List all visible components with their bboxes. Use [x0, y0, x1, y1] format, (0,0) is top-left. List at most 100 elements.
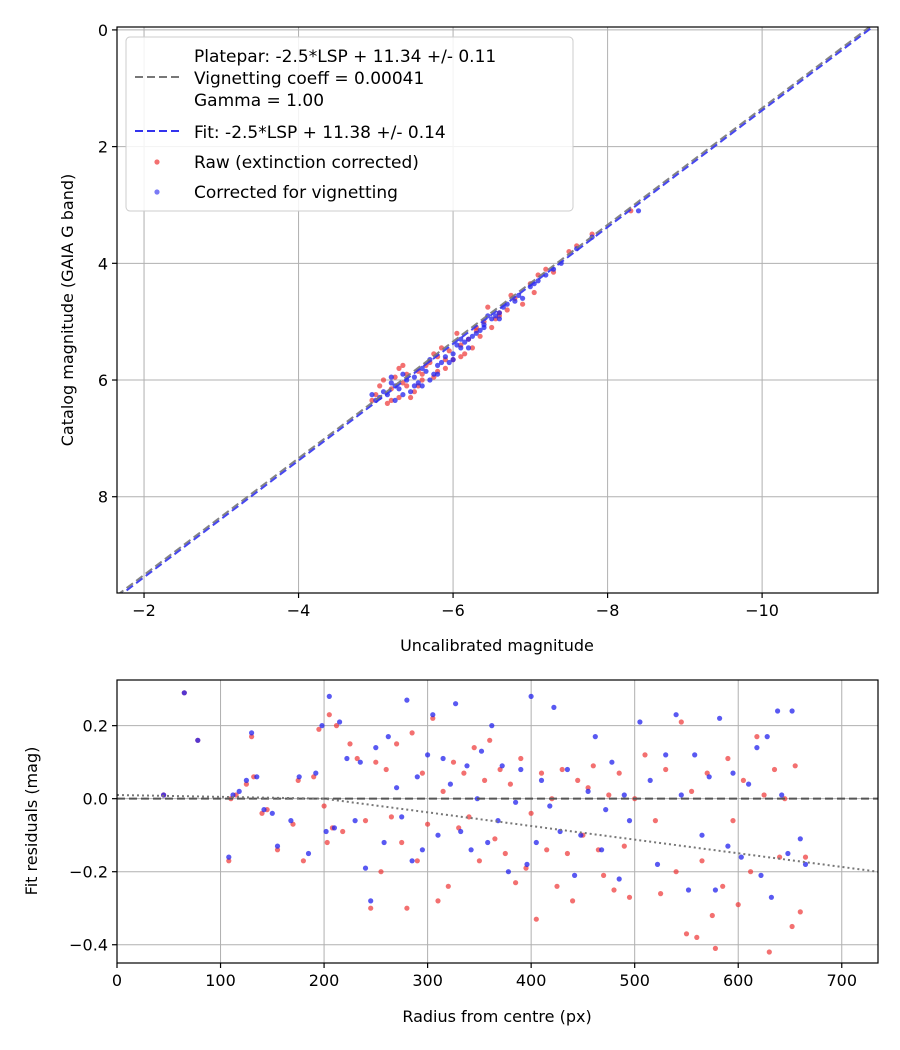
corrected-point [692, 752, 698, 758]
raw-point [601, 872, 607, 879]
corrected-point [592, 734, 598, 740]
raw-point [487, 737, 493, 743]
raw-point [642, 752, 648, 758]
corrected-point [431, 371, 437, 377]
raw-point [396, 394, 402, 401]
corrected-point [368, 898, 374, 904]
raw-point [476, 858, 482, 864]
raw-point [797, 909, 803, 915]
raw-point [507, 781, 513, 787]
x-tick-label: 0 [112, 971, 122, 990]
corrected-point [414, 774, 420, 780]
raw-point [518, 755, 524, 762]
raw-point [766, 949, 772, 955]
top-axes-frame [116, 26, 879, 594]
raw-point [316, 726, 322, 732]
corrected-point [626, 818, 633, 824]
bottom-x-axis-label: Radius from centre (px) [402, 1007, 591, 1026]
corrected-point [425, 752, 431, 758]
raw-point [378, 869, 384, 875]
corrected-point [496, 316, 502, 322]
corrected-point [450, 351, 456, 357]
corrected-point [513, 799, 519, 805]
raw-point [585, 785, 591, 791]
corrected-point [673, 712, 679, 718]
corrected-point [415, 380, 421, 386]
raw-point [392, 374, 398, 380]
x-tick-label: 400 [516, 971, 547, 990]
raw-point [469, 345, 475, 351]
raw-point [466, 814, 472, 820]
x-tick-label: 300 [412, 971, 443, 990]
y-tick-label: 4 [98, 254, 108, 273]
corrected-point [446, 359, 452, 366]
x-tick-label: 200 [309, 971, 340, 990]
raw-point [380, 377, 387, 383]
raw-point [324, 839, 330, 846]
raw-point [404, 383, 410, 389]
corrected-point [447, 781, 453, 787]
corrected-point [775, 708, 781, 714]
legend-box [125, 36, 574, 212]
raw-point [394, 741, 400, 747]
raw-point [683, 931, 690, 937]
raw-point [694, 934, 700, 941]
y-tick-label: 6 [98, 371, 108, 390]
raw-point [383, 766, 389, 773]
raw-point [384, 400, 390, 406]
raw-point [445, 883, 451, 889]
corrected-point [435, 832, 441, 838]
corrected-point [261, 807, 267, 813]
corrected-point [435, 362, 441, 368]
x-tick-label: 500 [619, 971, 650, 990]
corrected-point [572, 872, 578, 879]
raw-point [400, 362, 406, 368]
corrected-point [323, 828, 329, 835]
corrected-point [195, 737, 201, 743]
corrected-point [518, 766, 524, 773]
raw-point [543, 266, 549, 272]
raw-point [559, 766, 565, 773]
corrected-point [236, 788, 242, 795]
corrected-point [603, 807, 609, 813]
corrected-point [462, 339, 468, 345]
corrected-point [520, 295, 526, 301]
corrected-point [230, 792, 236, 798]
raw-point [321, 803, 327, 809]
legend-platepar-line-1: Platepar: -2.5*LSP + 11.34 +/- 0.11 [194, 47, 496, 67]
corrected-point [473, 330, 479, 336]
raw-point [377, 383, 383, 389]
raw-point [513, 880, 519, 886]
raw-point [458, 354, 464, 360]
raw-point [354, 755, 360, 762]
corrected-point [385, 734, 391, 740]
corrected-point [269, 810, 275, 816]
corrected-point [430, 712, 436, 718]
corrected-point [249, 730, 255, 736]
corrected-point [288, 818, 294, 824]
raw-point [544, 847, 550, 853]
corrected-point [654, 861, 661, 868]
raw-point [709, 912, 715, 919]
corrected-point [458, 828, 464, 835]
corrected-point [493, 313, 499, 319]
corrected-point [394, 785, 400, 791]
raw-point [740, 777, 747, 784]
x-tick-label: 100 [205, 971, 236, 990]
corrected-point [637, 719, 643, 725]
raw-point [789, 923, 795, 930]
raw-point [802, 854, 809, 860]
corrected-point [352, 818, 358, 824]
x-tick-label: −6 [441, 601, 465, 620]
corrected-point [400, 371, 406, 377]
x-tick-label: −8 [596, 601, 620, 620]
corrected-point [465, 345, 472, 351]
corrected-point [411, 383, 417, 389]
corrected-point [699, 832, 705, 838]
corrected-point [564, 766, 571, 773]
corrected-point [802, 861, 809, 868]
raw-point [761, 792, 767, 798]
raw-point [419, 371, 425, 377]
corrected-point [392, 397, 398, 403]
corrected-point [243, 777, 249, 784]
